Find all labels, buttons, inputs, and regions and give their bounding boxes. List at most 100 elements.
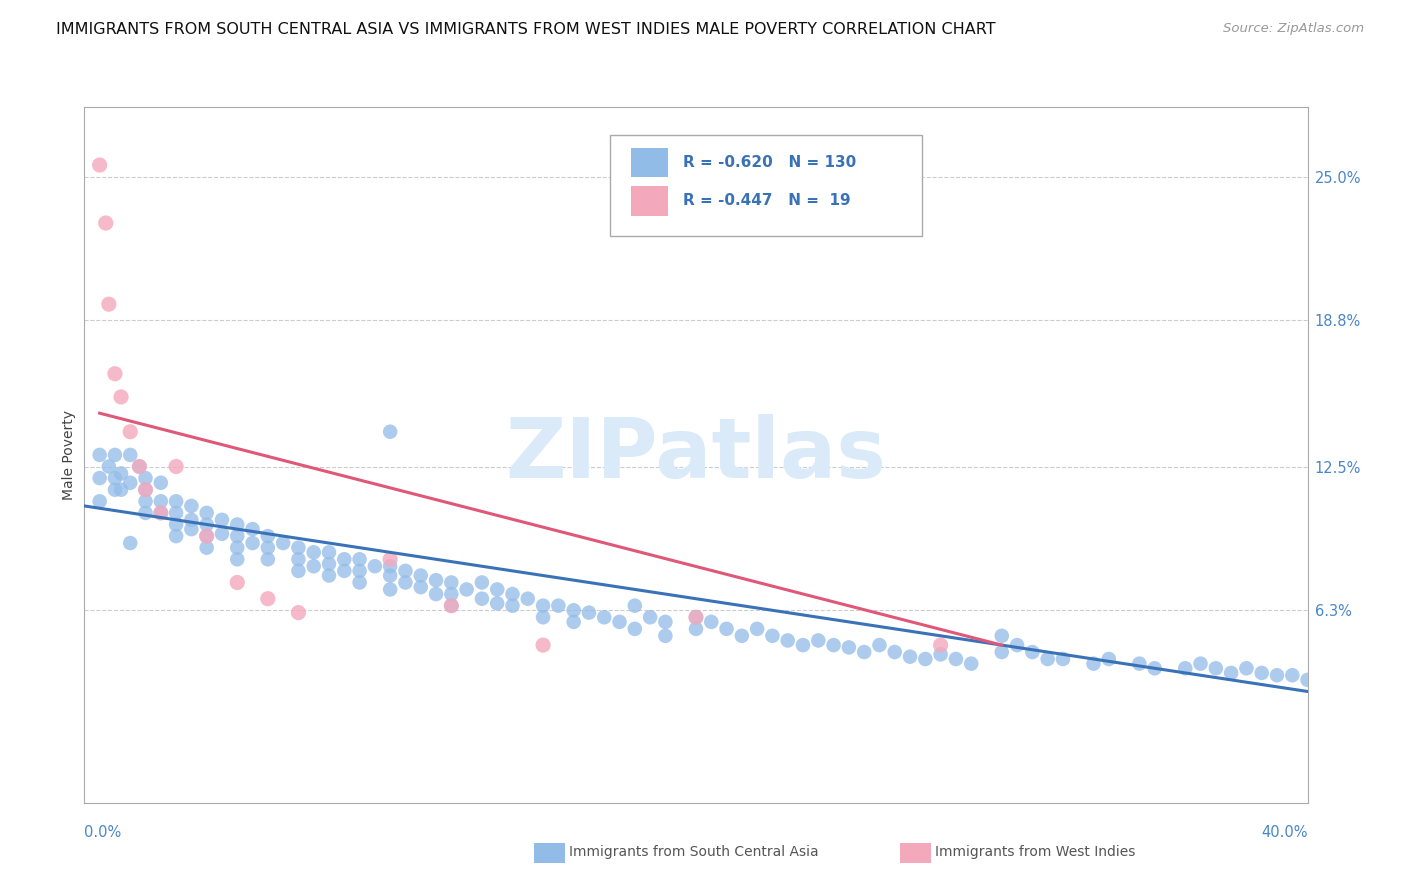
Point: [287, 541, 309, 555]
Point: [89, 494, 111, 508]
Point: [929, 638, 952, 652]
Point: [120, 448, 142, 462]
Point: [486, 596, 509, 610]
Point: [195, 517, 218, 532]
Point: [731, 629, 754, 643]
Point: [287, 606, 309, 620]
Point: [165, 494, 187, 508]
Point: [380, 568, 402, 582]
Point: [440, 575, 463, 590]
Text: 0.0%: 0.0%: [84, 825, 121, 840]
Point: [149, 506, 172, 520]
Point: [440, 587, 463, 601]
Point: [638, 610, 661, 624]
Point: [716, 622, 738, 636]
Point: [364, 559, 387, 574]
Point: [135, 506, 157, 520]
Point: [685, 610, 707, 624]
Point: [195, 529, 218, 543]
Point: [960, 657, 983, 671]
Point: [898, 649, 921, 664]
Point: [1174, 661, 1197, 675]
Point: [531, 599, 554, 613]
Point: [120, 475, 142, 490]
Point: [226, 541, 249, 555]
Point: [380, 425, 402, 439]
Text: IMMIGRANTS FROM SOUTH CENTRAL ASIA VS IMMIGRANTS FROM WEST INDIES MALE POVERTY C: IMMIGRANTS FROM SOUTH CENTRAL ASIA VS IM…: [56, 22, 995, 37]
Point: [531, 638, 554, 652]
Point: [394, 564, 416, 578]
Point: [349, 552, 371, 566]
Point: [302, 559, 325, 574]
Point: [440, 599, 463, 613]
Point: [609, 615, 631, 629]
Point: [287, 564, 309, 578]
Point: [165, 459, 187, 474]
Point: [1052, 652, 1074, 666]
Point: [349, 575, 371, 590]
Point: [226, 529, 249, 543]
Point: [883, 645, 905, 659]
Point: [380, 552, 402, 566]
Point: [104, 471, 127, 485]
Point: [440, 599, 463, 613]
Point: [318, 545, 340, 559]
Point: [180, 522, 202, 536]
Point: [1265, 668, 1288, 682]
Point: [149, 494, 172, 508]
Point: [195, 506, 218, 520]
Point: [257, 541, 280, 555]
Point: [226, 575, 249, 590]
Point: [149, 506, 172, 520]
Point: [195, 541, 218, 555]
Point: [654, 629, 676, 643]
Point: [271, 536, 294, 550]
Point: [823, 638, 845, 652]
Point: [991, 629, 1014, 643]
Point: [547, 599, 569, 613]
Point: [94, 216, 117, 230]
Point: [211, 526, 233, 541]
Point: [135, 471, 157, 485]
Point: [991, 645, 1014, 659]
Point: [120, 425, 142, 439]
Point: [838, 640, 860, 655]
Text: 40.0%: 40.0%: [1261, 825, 1308, 840]
Text: R = -0.447   N =  19: R = -0.447 N = 19: [682, 194, 851, 209]
Point: [807, 633, 830, 648]
Point: [97, 459, 120, 474]
Point: [149, 475, 172, 490]
Point: [1005, 638, 1028, 652]
Point: [333, 552, 356, 566]
Point: [104, 367, 127, 381]
Point: [1128, 657, 1150, 671]
Point: [1021, 645, 1043, 659]
Point: [1220, 665, 1243, 680]
Point: [685, 622, 707, 636]
Point: [700, 615, 723, 629]
Point: [180, 499, 202, 513]
Point: [776, 633, 799, 648]
Point: [89, 471, 111, 485]
Point: [257, 529, 280, 543]
Point: [180, 513, 202, 527]
Point: [318, 557, 340, 571]
Point: [110, 483, 132, 497]
Point: [1143, 661, 1166, 675]
Point: [471, 575, 494, 590]
Point: [929, 648, 952, 662]
Point: [89, 448, 111, 462]
Point: [165, 506, 187, 520]
Point: [471, 591, 494, 606]
Point: [120, 536, 142, 550]
Point: [747, 622, 769, 636]
Point: [287, 552, 309, 566]
Point: [165, 517, 187, 532]
Point: [761, 629, 783, 643]
Point: [135, 494, 157, 508]
Point: [624, 622, 647, 636]
Point: [853, 645, 876, 659]
Bar: [631, 186, 668, 216]
Point: [257, 591, 280, 606]
Point: [1296, 673, 1319, 687]
